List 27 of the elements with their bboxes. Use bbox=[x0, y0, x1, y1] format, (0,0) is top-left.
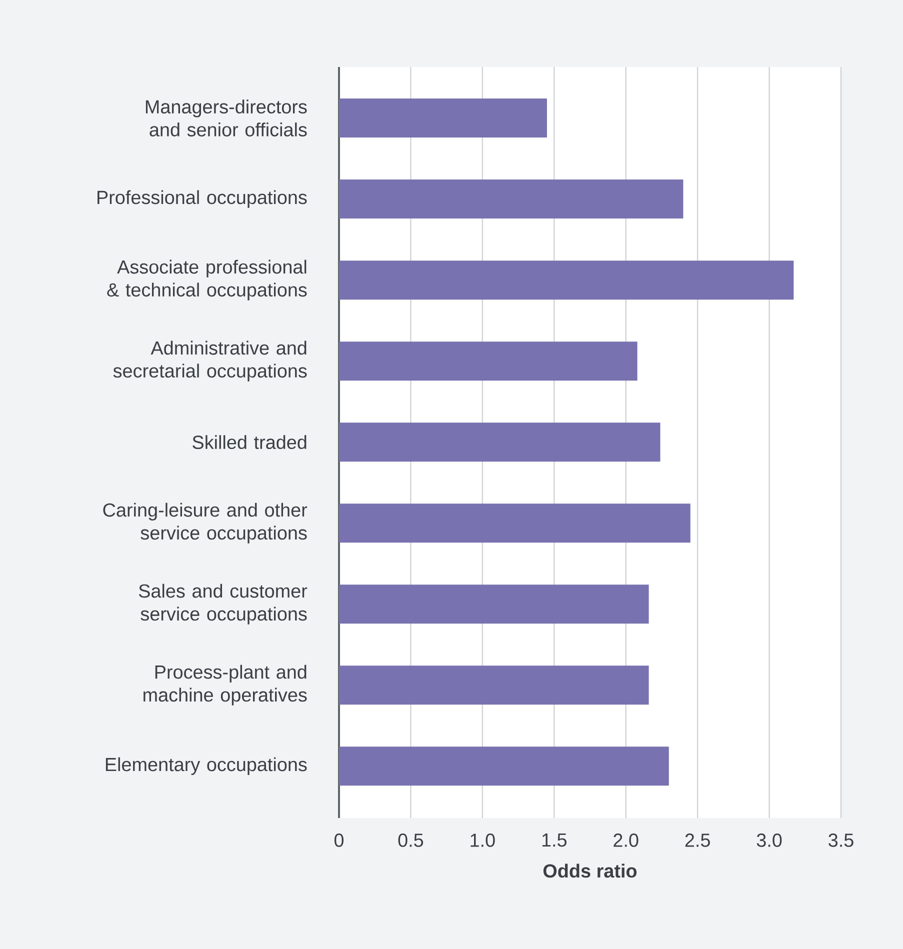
x-tick-label: 1.5 bbox=[542, 834, 567, 847]
x-tick-label: 1.0 bbox=[470, 834, 495, 847]
y-tick-label: Professional occupations bbox=[98, 190, 307, 208]
bar bbox=[339, 584, 649, 624]
x-tick-label: 2.0 bbox=[614, 834, 638, 847]
y-tick-label: Skilled traded bbox=[192, 435, 306, 450]
y-tick-label: Associate professional & technical occupations bbox=[107, 260, 307, 300]
y-tick-label: Process-plant and machine operatives bbox=[144, 664, 307, 706]
bar bbox=[339, 666, 649, 705]
x-axis-title: Odds ratio bbox=[543, 864, 637, 878]
y-tick-label: Caring-leisure and other service occupations bbox=[103, 502, 308, 544]
x-tick-label: 0.5 bbox=[398, 834, 424, 847]
bar bbox=[339, 180, 684, 219]
bar bbox=[339, 98, 547, 138]
x-tick-label: 3.5 bbox=[828, 834, 854, 847]
y-tick-label: Managers-directors and senior officials bbox=[146, 100, 307, 136]
x-tick-label: 3.0 bbox=[756, 834, 782, 847]
bar bbox=[339, 422, 660, 462]
x-tick-label: 2.5 bbox=[685, 834, 710, 847]
bar bbox=[339, 746, 669, 786]
bar bbox=[339, 504, 690, 543]
x-tick-label: 0 bbox=[334, 834, 344, 847]
y-tick-label: Sales and customer service occupations bbox=[138, 584, 308, 624]
bar bbox=[339, 342, 638, 381]
y-tick-label: Elementary occupations bbox=[106, 757, 307, 775]
y-tick-label: Administrative and secretarial occupations bbox=[113, 340, 307, 382]
bar bbox=[339, 260, 794, 300]
